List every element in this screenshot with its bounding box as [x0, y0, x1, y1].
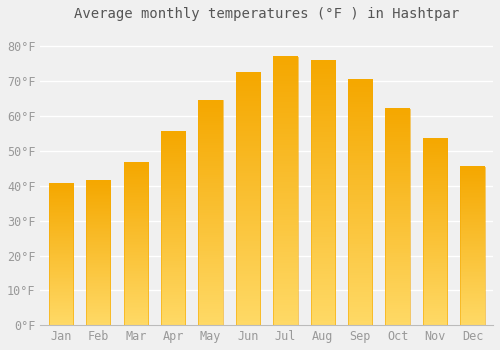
Bar [124, 163, 148, 325]
Bar [273, 57, 297, 325]
Bar [423, 139, 447, 325]
Bar [310, 61, 335, 325]
Bar [86, 181, 110, 325]
Bar [348, 79, 372, 325]
Bar [386, 109, 410, 325]
Bar [48, 184, 73, 325]
Bar [198, 100, 222, 325]
Bar [236, 72, 260, 325]
Bar [161, 132, 186, 325]
Title: Average monthly temperatures (°F ) in Hashtpar: Average monthly temperatures (°F ) in Ha… [74, 7, 460, 21]
Bar [460, 167, 484, 325]
